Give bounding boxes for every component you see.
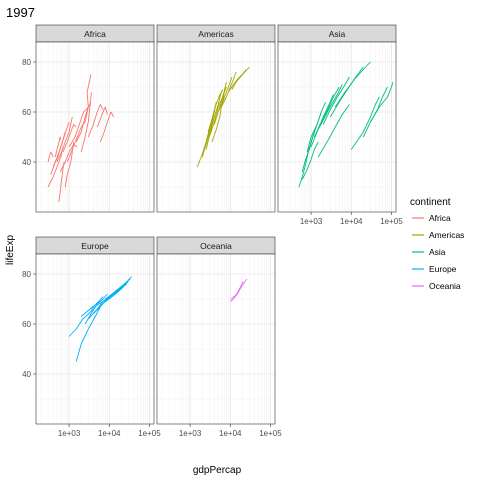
series-line-oceania-1 <box>230 278 248 302</box>
x-tick-label: 1e+03 <box>58 429 81 438</box>
series-line-americas-11 <box>207 89 224 133</box>
x-tick-label: 1e+05 <box>138 429 161 438</box>
legend-label-asia: Asia <box>429 247 446 257</box>
panel-border <box>156 41 276 213</box>
series-line-americas-7 <box>220 71 237 108</box>
series-line-africa-15 <box>99 111 115 143</box>
series-line-africa-5 <box>54 136 62 158</box>
series-line-africa-11 <box>80 91 92 153</box>
x-tick-label: 1e+03 <box>179 429 202 438</box>
legend-item-asia: Asia <box>412 247 446 257</box>
panel-border <box>156 253 276 425</box>
panel-asia: Asia 1e+03 1e+04 1e+05 <box>277 24 403 226</box>
strip-label-americas: Americas <box>198 29 233 39</box>
series-line-africa-10 <box>75 101 92 143</box>
y-tick-label: 40 <box>22 370 31 379</box>
panel-border <box>277 41 397 213</box>
panel-border <box>35 41 155 213</box>
y-tick-label: 80 <box>22 58 31 67</box>
series-line-asia-15 <box>301 141 319 180</box>
series-line-africa-16 <box>64 141 75 188</box>
panel-oceania: Oceania 1e+03 1e+04 1e+05 <box>156 236 282 438</box>
series-line-americas-3 <box>205 91 222 150</box>
y-tick-label: 60 <box>22 320 31 329</box>
series-line-europe-3 <box>84 293 108 325</box>
series-line-africa-13 <box>87 104 104 138</box>
legend-label-oceania: Oceania <box>429 281 461 291</box>
series-line-africa-18 <box>58 161 65 203</box>
series-line-asia-10 <box>334 61 371 108</box>
series-line-asia-8 <box>322 76 350 125</box>
strip-label-africa: Africa <box>84 29 106 39</box>
strip-label-oceania: Oceania <box>200 241 232 251</box>
series-line-asia-14 <box>317 104 350 158</box>
series-line-europe-12 <box>90 298 108 310</box>
series-line-africa-4 <box>56 116 73 163</box>
panel-background <box>36 42 154 212</box>
legend-label-europe: Europe <box>429 264 457 274</box>
x-tick-label: 1e+04 <box>340 217 363 226</box>
legend-label-americas: Americas <box>429 230 464 240</box>
series-line-europe-1 <box>75 306 101 362</box>
strip-label-asia: Asia <box>329 29 346 39</box>
legend: continent Africa Americas Asia Europe Oceani… <box>410 197 464 291</box>
legend-item-africa: Africa <box>412 213 451 223</box>
panel-background <box>36 254 154 424</box>
series-line-europe-10 <box>109 276 132 297</box>
series-line-americas-10 <box>211 94 225 143</box>
x-axis-title: gdpPercap <box>193 465 242 476</box>
y-tick-label: 40 <box>22 158 31 167</box>
legend-item-europe: Europe <box>412 264 457 274</box>
legend-title: continent <box>410 197 451 208</box>
panel-background <box>157 42 275 212</box>
series-line-africa-7 <box>62 124 77 153</box>
panel-border <box>35 253 155 425</box>
panel-background <box>157 254 275 424</box>
legend-item-americas: Americas <box>412 230 464 240</box>
strip-label-europe: Europe <box>81 241 109 251</box>
series-line-asia-5 <box>310 94 334 148</box>
series-line-africa-14 <box>96 106 108 128</box>
series-line-oceania-2 <box>230 281 244 300</box>
series-line-africa-17 <box>47 151 54 163</box>
x-tick-label: 1e+04 <box>98 429 121 438</box>
x-tick-label: 1e+05 <box>259 429 282 438</box>
legend-label-africa: Africa <box>429 213 451 223</box>
series-line-africa-1 <box>47 146 64 188</box>
series-line-americas-9 <box>231 66 250 90</box>
series-line-asia-4 <box>306 101 327 153</box>
series-line-asia-7 <box>317 84 343 130</box>
x-tick-label: 1e+04 <box>219 429 242 438</box>
x-tick-label: 1e+03 <box>300 217 323 226</box>
series-line-africa-9 <box>68 106 89 148</box>
series-line-africa-12 <box>84 74 92 123</box>
panel-europe: Europe 40 60 80 1e+03 1e+04 1e+05 <box>22 236 161 438</box>
chart-title: 1997 <box>6 5 35 20</box>
y-tick-label: 60 <box>22 108 31 117</box>
panel-americas: Americas <box>156 24 276 213</box>
y-tick-label: 80 <box>22 270 31 279</box>
series-line-europe-2 <box>68 308 94 337</box>
series-line-asia-12 <box>362 86 388 138</box>
x-tick-label: 1e+05 <box>380 217 403 226</box>
series-line-europe-11 <box>80 296 104 317</box>
series-line-asia-13 <box>350 96 380 150</box>
panel-background <box>278 42 396 212</box>
series-line-africa-3 <box>52 121 70 168</box>
series-line-asia-6 <box>313 86 340 138</box>
legend-item-oceania: Oceania <box>412 281 461 291</box>
series-line-americas-5 <box>213 81 227 125</box>
y-axis-title: lifeExp <box>5 235 16 265</box>
panel-africa: Africa 40 60 80 <box>22 24 155 213</box>
